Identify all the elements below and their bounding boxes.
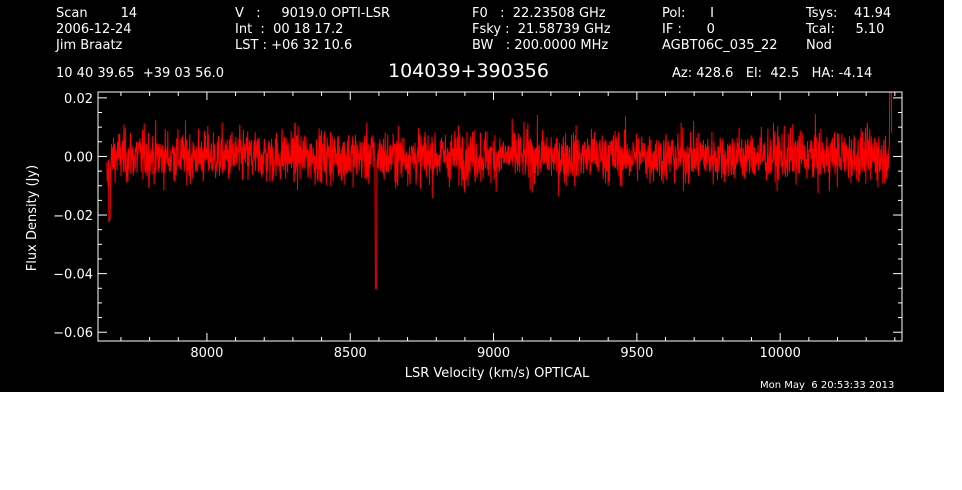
x-tick-label-4: 10000	[760, 346, 801, 361]
header-bw: BW : 200.0000 MHz	[472, 38, 609, 53]
y-tick-label-0: 0.02	[64, 92, 93, 107]
header-scan: Scan 14	[56, 6, 138, 21]
y-axis-label: Flux Density (Jy)	[25, 165, 40, 271]
header-mode: Nod	[806, 38, 832, 53]
plot-frame	[97, 91, 903, 342]
x-tick-label-1: 8500	[334, 346, 367, 361]
x-tick-label-3: 9500	[620, 346, 653, 361]
header-coords: 10 40 39.65 +39 03 56.0	[56, 66, 225, 81]
header-tcal: Tcal: 5.10	[806, 22, 885, 37]
header-integration: Int : 00 18 17.2	[235, 22, 344, 37]
spectrum-chart: 8000 8500 9000 9500 10000 0.02 0.00 −0.02 −0.04 −…	[25, 91, 903, 381]
x-tick-label-2: 9000	[477, 346, 510, 361]
header-fsky: Fsky : 21.58739 GHz	[472, 22, 611, 37]
y-tick-label-4: −0.06	[53, 326, 93, 341]
y-tick-label-1: 0.00	[64, 150, 93, 165]
header-lst: LST : +06 32 10.6	[235, 38, 353, 53]
source-name: 104039+390356	[388, 60, 549, 82]
x-axis-label: LSR Velocity (km/s) OPTICAL	[405, 366, 590, 381]
timestamp: Mon May 6 20:53:33 2013	[760, 380, 895, 391]
plot-panel: Scan 14 2006-12-24 Jim Braatz V : 9019.0…	[0, 0, 944, 392]
spectrum-trace	[106, 91, 893, 289]
y-tick-label-2: −0.02	[53, 209, 93, 224]
header-tsys: Tsys: 41.94	[806, 6, 892, 21]
header-project: AGBT06C_035_22	[662, 38, 778, 53]
header-velocity: V : 9019.0 OPTI-LSR	[235, 6, 391, 21]
header-observer: Jim Braatz	[56, 38, 123, 53]
header-if: IF : 0	[662, 22, 715, 37]
header-f0: F0 : 22.23508 GHz	[472, 6, 606, 21]
x-tick-label-0: 8000	[190, 346, 223, 361]
y-tick-label-3: −0.04	[53, 268, 93, 283]
header-azel: Az: 428.6 El: 42.5 HA: -4.14	[672, 66, 873, 81]
header-pol: Pol: I	[662, 6, 714, 21]
header-date: 2006-12-24	[56, 22, 132, 37]
